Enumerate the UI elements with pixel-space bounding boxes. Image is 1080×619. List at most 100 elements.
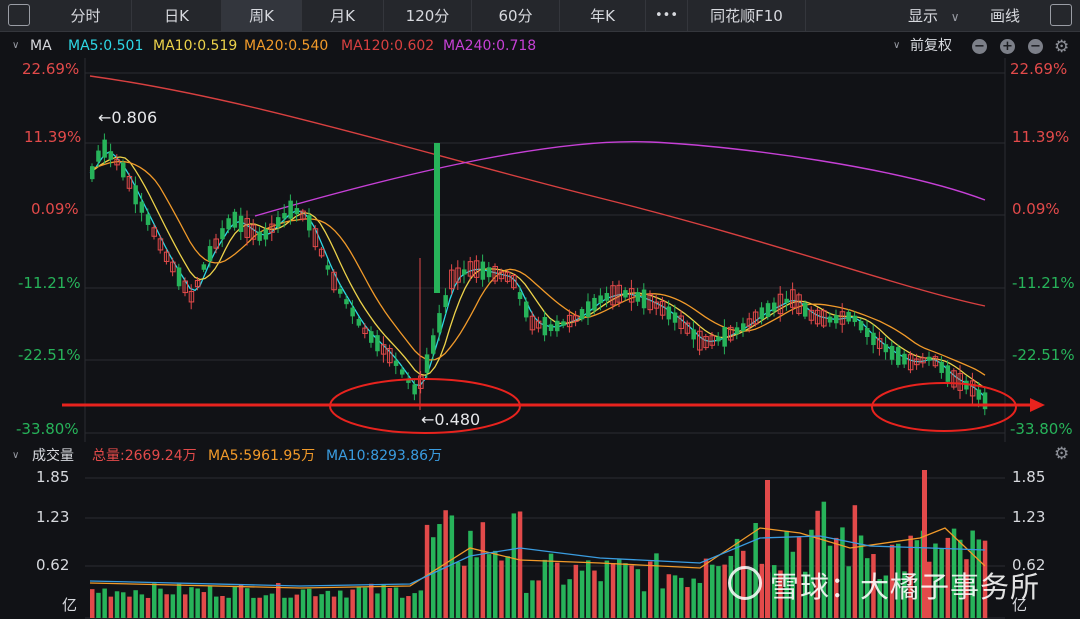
volume-bar <box>834 537 839 618</box>
volume-bar <box>586 560 591 618</box>
volume-chart[interactable]: 1.85 1.23 0.62 亿 1.85 1.23 0.62 亿 <box>0 468 1080 619</box>
left-axis-label-6: -33.80% <box>16 420 79 438</box>
volume-bar <box>722 564 727 618</box>
collapse-arrow-icon[interactable]: ∨ <box>12 40 20 51</box>
low-circle-right <box>871 382 1017 432</box>
minus-circle-icon[interactable]: − <box>1028 39 1043 54</box>
volume-bar <box>896 543 901 618</box>
adjust-dropdown-icon[interactable]: ∨ <box>893 40 901 51</box>
sidebar-toggle-icon[interactable] <box>8 4 30 26</box>
volume-bar <box>114 591 120 618</box>
volume-settings-gear-icon[interactable]: ⚙ <box>1054 444 1070 464</box>
volume-bar <box>691 578 696 618</box>
tab-f10[interactable]: 同花顺F10 <box>688 0 806 32</box>
vol-right-label-1: 1.85 <box>1012 468 1046 486</box>
candle-body-down <box>393 360 399 366</box>
candle-body-down <box>741 323 746 332</box>
candle-body-up <box>331 271 337 291</box>
right-axis-label-5: -22.51% <box>1012 346 1075 364</box>
volume-bar <box>300 589 306 618</box>
display-label: 显示 <box>908 7 939 25</box>
ma-indicator-name[interactable]: MA <box>30 38 52 54</box>
candle-body-down <box>722 326 727 347</box>
volume-bar <box>945 537 951 618</box>
volume-bar <box>176 583 182 618</box>
volume-bar <box>424 524 430 618</box>
plus-icon[interactable]: + <box>1000 39 1015 54</box>
volume-bar <box>877 579 882 618</box>
volume-bar <box>914 540 920 618</box>
candle-body-down <box>145 214 151 225</box>
tab-weekly-k[interactable]: 周K <box>222 0 302 32</box>
volume-bar <box>697 582 703 618</box>
candle-body-up <box>876 338 883 349</box>
right-axis-label-2: 11.39% <box>1012 128 1070 146</box>
panel-toggle-icon[interactable] <box>1050 4 1072 26</box>
volume-bar <box>90 589 95 618</box>
volume-bar <box>245 588 250 618</box>
volume-title[interactable]: 成交量 <box>32 448 74 464</box>
tab-120min[interactable]: 120分 <box>384 0 472 32</box>
volume-bar <box>449 515 455 618</box>
volume-bar <box>865 558 870 618</box>
volume-bar <box>455 561 461 618</box>
volume-bar <box>257 597 262 618</box>
candle-body-up <box>628 288 635 303</box>
candle-body-up <box>300 210 306 220</box>
volume-bar <box>679 577 684 618</box>
candle-body-up <box>498 271 505 280</box>
candle-body-down <box>424 354 430 373</box>
candle-body-up <box>610 285 616 306</box>
volume-bar <box>183 594 188 618</box>
candle-body-up <box>907 354 914 371</box>
volume-ma5-line <box>89 527 986 589</box>
candle-body-down <box>641 289 647 309</box>
adjust-mode-select[interactable]: 前复权 <box>910 38 952 54</box>
candle-body-down <box>598 295 603 304</box>
candle-body-up <box>170 261 176 273</box>
volume-bar <box>889 544 895 618</box>
volume-bar <box>685 587 690 618</box>
tab-monthly-k[interactable]: 月K <box>302 0 384 32</box>
volume-ma10: MA10:8293.86万 <box>326 448 443 464</box>
candle-body-up <box>752 311 759 325</box>
volume-bar <box>964 559 969 618</box>
candle-body-up <box>492 265 498 282</box>
volume-bar <box>263 595 269 618</box>
candle-body-down <box>635 292 641 302</box>
volume-bar <box>462 565 467 618</box>
candle-body-up <box>362 327 368 334</box>
candle-body-down <box>232 211 238 228</box>
volume-bar <box>530 580 535 618</box>
tab-intraday[interactable]: 分时 <box>40 0 132 32</box>
candle-body-down <box>201 264 207 270</box>
settings-gear-icon[interactable]: ⚙ <box>1054 37 1070 57</box>
volume-bar <box>567 579 572 618</box>
volume-collapse-icon[interactable]: ∨ <box>12 450 20 461</box>
tab-yearly-k[interactable]: 年K <box>560 0 646 32</box>
volume-bar <box>369 583 374 618</box>
candle-body-down <box>542 316 548 336</box>
candle-body-up <box>157 238 164 251</box>
tab-daily-k[interactable]: 日K <box>132 0 222 32</box>
candle-body-up <box>312 228 319 248</box>
volume-ma5: MA5:5961.95万 <box>208 448 316 464</box>
display-menu-button[interactable]: 显示 ∨ <box>908 0 960 32</box>
minus-icon[interactable]: − <box>972 39 987 54</box>
volume-bar <box>846 566 851 618</box>
more-tabs-button[interactable]: ••• <box>646 0 688 32</box>
candle-body-down <box>356 319 362 326</box>
candle-body-down <box>350 307 355 317</box>
volume-bar <box>772 565 777 618</box>
volume-bar <box>195 588 200 618</box>
ma10-line <box>89 156 986 389</box>
left-axis-label-4: -11.21% <box>18 274 81 292</box>
draw-line-button[interactable]: 画线 <box>990 7 1021 25</box>
candle-body-down <box>852 315 858 323</box>
volume-bar <box>493 550 498 618</box>
volume-bar <box>641 591 647 618</box>
tab-60min[interactable]: 60分 <box>472 0 560 32</box>
candlestick-chart[interactable]: 22.69% 11.39% 0.09% -11.21% -22.51% -33.… <box>0 58 1080 442</box>
volume-bar <box>121 592 126 618</box>
ma20-value: MA20:0.540 <box>244 38 329 54</box>
